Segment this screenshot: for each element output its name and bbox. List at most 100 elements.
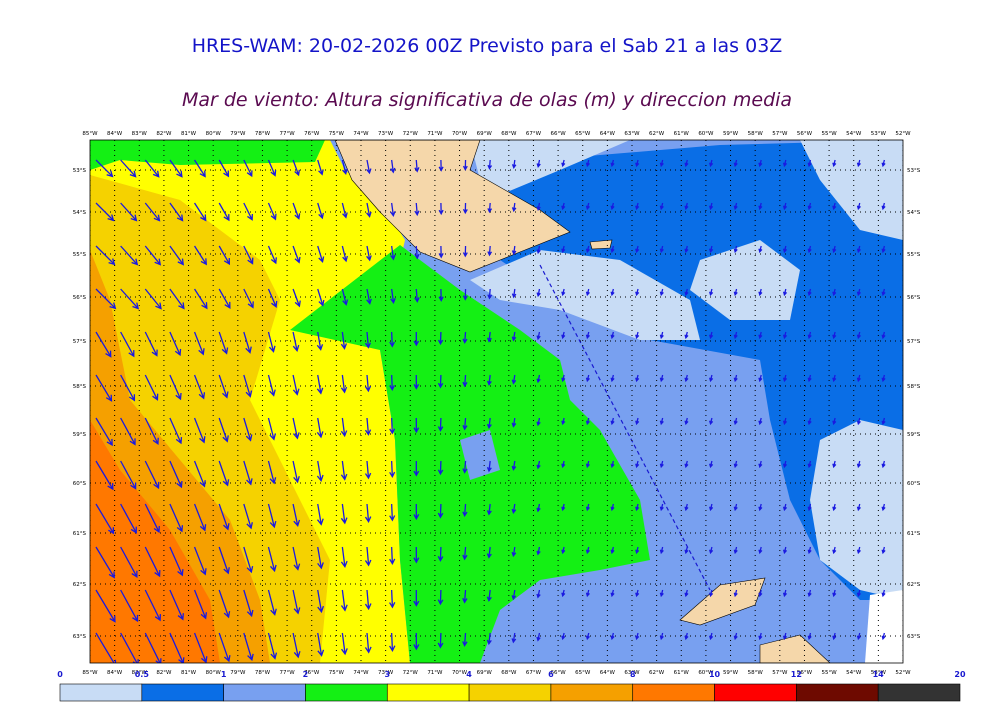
wave-arrow [536,460,541,470]
colorbar-label: 20 [954,670,966,679]
wave-arrow [536,245,541,255]
wave-arrow [635,331,640,340]
lat-label: 60°S [73,481,87,487]
wave-arrow [487,245,493,257]
wave-arrow [684,202,689,211]
wave-arrow [462,589,468,604]
wave-arrow [511,202,517,213]
wave-arrow [635,460,640,469]
wave-arrow [635,503,640,512]
wave-arrow [511,546,517,558]
wave-arrow [486,503,492,516]
wave-arrow [610,288,615,297]
wave-arrow [366,245,372,262]
lon-label: 64°W [600,670,616,676]
lon-label: 82°W [156,131,172,137]
wave-arrow [807,245,812,254]
wave-arrow [684,288,689,297]
wave-arrow [758,202,763,211]
wave-arrow [782,245,788,254]
wave-arrow [364,503,372,523]
wave-arrow [193,159,206,178]
wave-arrow [758,417,763,426]
lon-label: 77°W [279,670,295,676]
wave-arrow [610,589,615,598]
colorbar-label: 8 [630,670,636,679]
wave-arrow [389,417,396,435]
wave-arrow [316,417,324,439]
lon-label: 76°W [304,670,320,676]
wave-arrow [807,202,812,211]
map-field [90,140,903,663]
wave-arrow [511,245,517,256]
lon-label: 74°W [353,670,369,676]
wave-arrow [292,288,301,308]
wave-arrow [782,417,788,426]
colorbar-label: 1 [221,670,227,679]
wave-arrow [267,202,277,221]
wave-arrow [267,632,278,660]
wave-arrow [881,331,886,340]
wave-arrow [561,159,566,168]
wave-arrow [733,374,738,383]
lon-label: 64°W [600,131,616,137]
lon-label: 82°W [156,670,172,676]
wave-arrow [684,417,689,426]
lon-label: 78°W [255,131,271,137]
wave-arrow [243,374,253,398]
wave-arrow [610,245,615,254]
lon-label: 68°W [501,670,517,676]
wave-arrow [709,460,714,469]
wave-arrow [218,546,230,575]
wave-arrow [389,374,396,392]
wave-arrow [340,503,348,525]
lon-label: 52°W [895,131,911,137]
wave-arrow [832,288,837,297]
wave-arrow [585,245,590,254]
wave-arrow [758,589,763,598]
wave-arrow [684,546,689,555]
wave-arrow [486,546,492,559]
wave-arrow [413,374,420,390]
wave-arrow [317,202,325,220]
wave-arrow [413,546,420,564]
lon-label: 54°W [846,670,862,676]
wave-arrow [243,417,253,442]
wave-arrow [856,632,861,641]
wave-arrow [437,374,444,389]
wave-arrow [635,245,640,254]
colorbar-swatch [141,683,224,702]
wave-arrow [193,546,207,576]
wave-arrow [856,374,861,383]
wave-arrow [585,202,590,211]
lon-label: 71°W [427,131,443,137]
lon-label: 72°W [403,670,419,676]
wave-arrow [437,546,444,562]
wave-arrow [881,503,886,512]
wave-arrow [709,245,714,254]
wave-arrow [438,202,444,216]
wave-arrow [758,331,763,340]
wave-arrow [218,288,231,310]
wave-arrow [169,202,184,222]
wave-arrow [881,159,886,168]
lon-label: 62°W [649,670,665,676]
lat-label: 57°S [907,339,921,345]
wave-arrow [267,288,278,309]
wave-arrow [144,374,159,401]
wave-arrow [511,417,517,428]
wave-arrow [144,460,160,490]
wave-arrow [193,417,206,444]
wave-arrow [782,589,788,598]
wave-arrow [536,417,541,427]
colorbar-label: 0 [57,670,63,679]
wave-arrow [120,288,140,310]
wave-arrow [832,460,837,469]
wave-arrow [511,331,517,342]
wave-arrow [95,245,116,266]
wave-arrow [733,546,738,555]
lon-label: 58°W [748,670,764,676]
wave-arrow [364,331,371,349]
wave-arrow [364,374,372,393]
wave-arrow [832,202,837,211]
